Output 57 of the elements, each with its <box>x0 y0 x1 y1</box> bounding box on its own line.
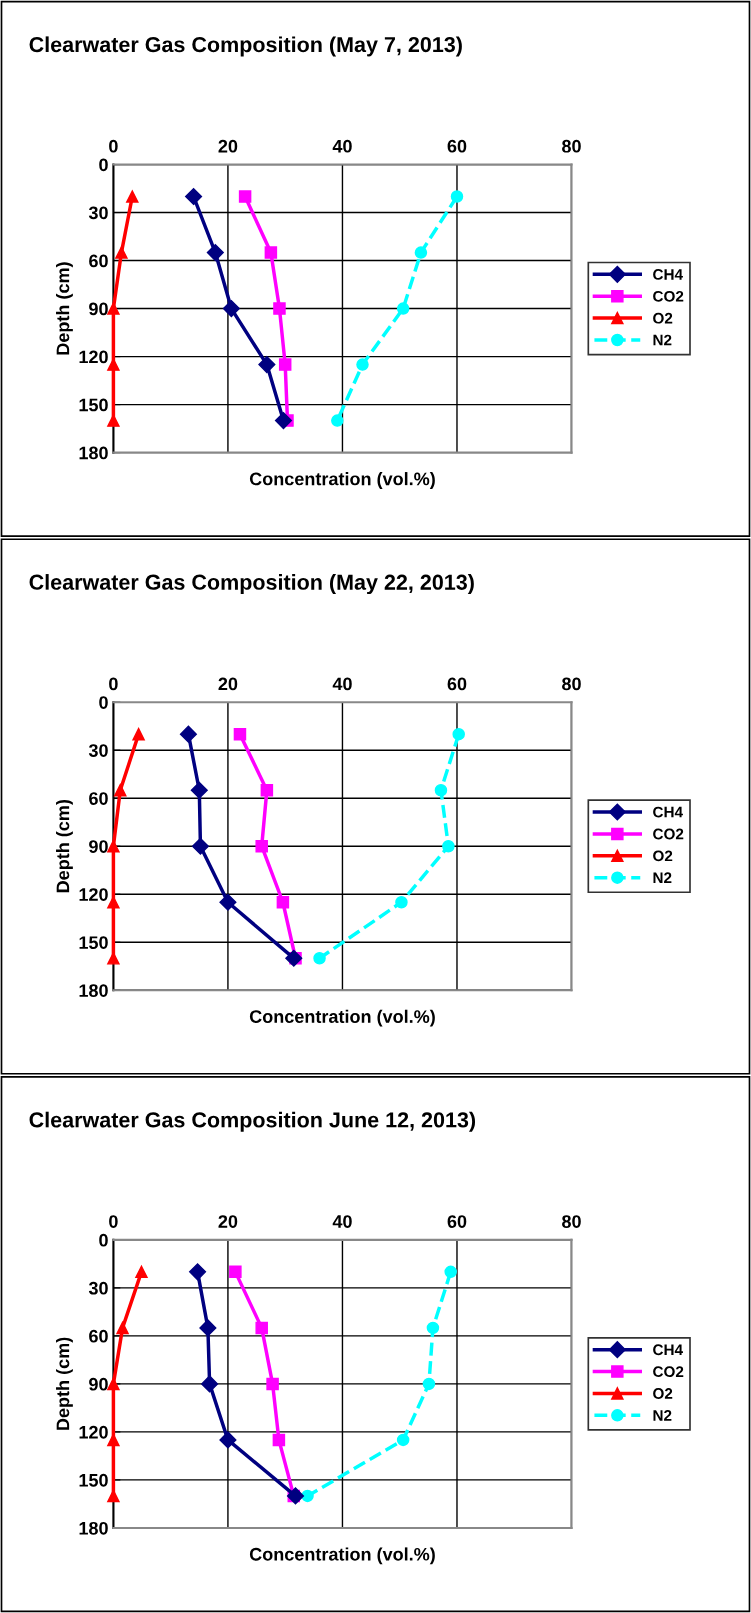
legend-label: O2 <box>653 1388 673 1399</box>
x-tick-label: 60 <box>447 139 467 153</box>
chart-title: Clearwater Gas Composition June 12, 2013) <box>29 1111 476 1132</box>
legend-label: CH4 <box>653 1344 683 1356</box>
y-tick-label: 90 <box>89 302 108 316</box>
y-tick-label: 60 <box>89 1329 108 1343</box>
x-axis-title: Concentration (vol.%) <box>249 1009 435 1027</box>
legend-label: CH4 <box>653 806 683 818</box>
y-tick-label: 180 <box>79 1521 108 1535</box>
x-tick-label: 80 <box>562 139 581 153</box>
y-tick-label: 150 <box>79 936 108 949</box>
x-tick-label: 80 <box>562 677 581 691</box>
y-axis-title: Depth (cm) <box>56 262 73 355</box>
x-tick-label: 40 <box>332 139 352 153</box>
y-tick-label: 120 <box>79 1425 108 1439</box>
y-tick-label: 180 <box>79 446 108 460</box>
y-tick-label: 60 <box>89 792 108 805</box>
y-tick-label: 90 <box>89 840 108 853</box>
y-tick-label: 90 <box>89 1377 108 1391</box>
y-tick-label: 60 <box>89 254 108 268</box>
y-tick-label: 150 <box>79 398 108 412</box>
y-tick-label: 30 <box>88 206 108 220</box>
legend-label: O2 <box>653 312 673 324</box>
legend-label: CH4 <box>653 269 683 280</box>
y-tick-label: 180 <box>79 984 108 997</box>
x-tick-label: 20 <box>218 139 238 153</box>
x-tick-label: 20 <box>218 1215 238 1228</box>
legend-label: CO2 <box>653 828 684 840</box>
legend-label: O2 <box>653 850 673 862</box>
y-tick-label: 0 <box>99 696 108 709</box>
y-tick-label: 30 <box>88 1281 108 1295</box>
x-axis-title: Concentration (vol.%) <box>249 1547 435 1565</box>
x-tick-label: 0 <box>109 1215 118 1228</box>
x-tick-label: 60 <box>447 1215 467 1228</box>
x-tick-label: 0 <box>109 139 118 153</box>
x-tick-label: 0 <box>109 677 118 691</box>
y-tick-label: 0 <box>99 158 108 172</box>
x-tick-label: 20 <box>218 677 238 691</box>
chart-title: Clearwater Gas Composition (May 7, 2013) <box>29 36 462 57</box>
x-tick-label: 80 <box>562 1215 581 1228</box>
x-axis-title: Concentration (vol.%) <box>249 472 435 489</box>
y-tick-label: 0 <box>99 1233 108 1247</box>
legend-label: N2 <box>653 1410 672 1421</box>
y-tick-label: 30 <box>88 744 108 757</box>
y-axis-title: Depth (cm) <box>56 1337 73 1430</box>
x-tick-label: 60 <box>447 677 467 691</box>
legend-label: N2 <box>653 334 672 346</box>
chart-title: Clearwater Gas Composition (May 22, 2013) <box>29 574 474 595</box>
x-tick-label: 40 <box>332 677 352 691</box>
x-tick-label: 40 <box>332 1215 352 1228</box>
y-tick-label: 120 <box>79 350 108 364</box>
y-tick-label: 120 <box>79 888 108 901</box>
y-tick-label: 150 <box>79 1473 108 1487</box>
legend-label: N2 <box>653 872 672 884</box>
legend-label: CO2 <box>653 1366 684 1378</box>
legend-label: CO2 <box>653 290 684 302</box>
y-axis-title: Depth (cm) <box>56 799 73 893</box>
